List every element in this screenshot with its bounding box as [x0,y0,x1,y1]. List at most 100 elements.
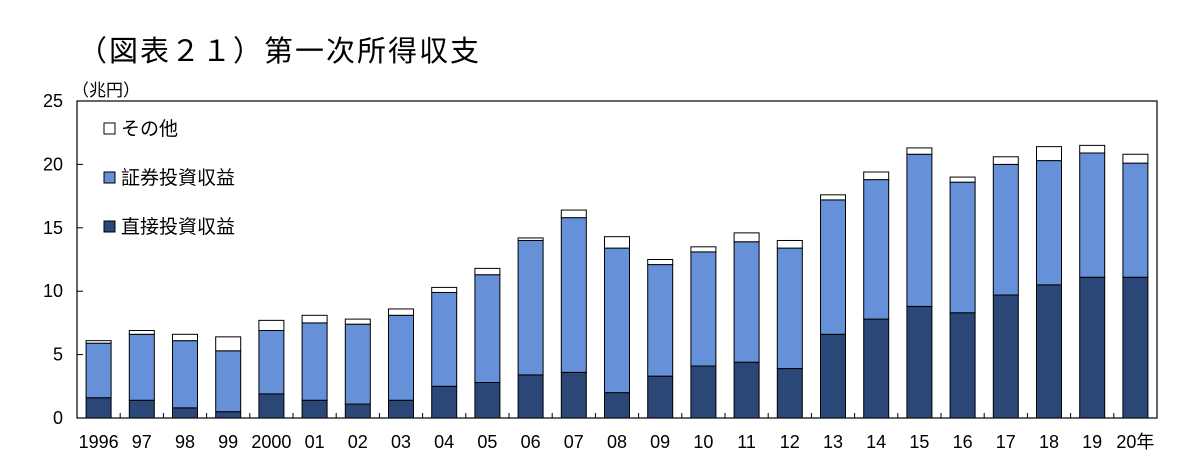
y-tick-label: 15 [43,218,63,238]
bar-segment-portfolio [258,330,285,395]
x-tick-label: 01 [305,432,325,452]
bar-segment-other [474,267,501,276]
bar-segment-portfolio [474,274,501,383]
legend-swatch [103,220,116,233]
bar-segment-other [301,314,328,324]
bar-segment-portfolio [1079,152,1106,278]
bar-segment-other [647,259,674,266]
x-tick-label: 11 [737,432,756,452]
bar-segment-direct [344,403,371,419]
bar-segment-other [517,237,544,241]
bar-segment-portfolio [431,291,458,387]
bar-segment-portfolio [560,217,587,373]
bar-segment-direct [474,381,501,419]
bar-segment-portfolio [733,241,760,363]
x-tick-label: 1996 [79,432,119,452]
x-tick-label: 17 [996,432,1016,452]
bar-segment-portfolio [604,247,630,394]
bar-segment-portfolio [344,323,371,405]
bar-segment-direct [949,312,976,419]
bar-segment-direct [604,392,630,419]
bar-segment-direct [1036,284,1062,419]
bar-segment-portfolio [992,163,1019,296]
bar-segment-portfolio [517,239,544,376]
bar-segment-other [128,330,155,335]
bar-segment-direct [258,393,285,419]
bar-segment-other [690,246,717,253]
x-tick-label: 18 [1039,432,1059,452]
x-tick-label: 2000 [251,432,291,452]
x-tick-label: 12 [780,432,800,452]
bar-segment-portfolio [301,322,328,401]
x-tick-label: 19 [1082,432,1102,452]
x-tick-label: 07 [564,432,584,452]
legend-swatch [103,171,116,184]
x-tick-label: 09 [650,432,670,452]
x-tick-label: 05 [477,432,497,452]
legend-label: 証券投資収益 [121,167,235,189]
bar-segment-direct [906,305,933,419]
bar-segment-portfolio [1036,160,1062,286]
bar-segment-direct [690,365,717,419]
bar-segment-direct [517,374,544,419]
bar-segment-other [388,308,414,316]
bar-segment-direct [992,294,1019,419]
legend-swatch [103,122,116,135]
legend-label: その他 [121,118,178,140]
bar-segment-portfolio [863,179,890,320]
x-tick-label: 16 [953,432,973,452]
bar-segment-portfolio [820,199,846,335]
bar-segment-other [431,286,458,293]
bar-segment-portfolio [906,153,933,307]
x-tick-label: 10 [693,432,713,452]
chart-title: （図表２１）第一次所得収支 [78,34,482,68]
bar-segment-direct [1122,276,1149,419]
bar-segment-portfolio [172,340,198,409]
y-tick-label: 10 [43,281,63,301]
bar-segment-direct [1079,276,1106,419]
bar-segment-direct [431,385,458,419]
bar-segment-other [776,239,803,249]
bar-segment-direct [820,333,846,419]
bar-segment-direct [863,318,890,419]
bar-segment-other [733,232,760,243]
x-tick-label: 04 [434,432,454,452]
bar-segment-other [344,318,371,325]
bar-segment-portfolio [776,247,803,370]
bar-segment-other [1122,153,1149,164]
y-unit-label: （兆円） [72,81,140,101]
bar-segment-direct [733,361,760,419]
x-tick-label: 02 [348,432,368,452]
legend-label: 直接投資収益 [121,216,235,238]
x-tick-label: 97 [132,432,152,452]
bar-segment-other [820,194,846,201]
x-tick-label: 06 [521,432,541,452]
bar-segment-other [604,236,630,249]
bar-segment-other [906,147,933,155]
x-tick-label: 98 [175,432,195,452]
y-tick-label: 0 [53,408,63,428]
bar-segment-portfolio [647,264,674,377]
bar-segment-other [560,209,587,219]
x-tick-label: 14 [866,432,886,452]
bar-segment-direct [776,368,803,419]
y-tick-label: 20 [43,154,63,174]
bar-segment-portfolio [949,181,976,314]
bar-segment-direct [85,397,112,419]
bar-segment-direct [301,399,328,419]
bar-segment-direct [388,399,414,419]
bar-segment-portfolio [85,342,112,399]
bar-segment-portfolio [215,350,242,413]
bar-segment-direct [560,371,587,419]
bar-segment-other [863,171,890,181]
x-tick-label: 03 [391,432,411,452]
bar-segment-direct [128,399,155,419]
bar-segment-other [172,333,198,342]
x-tick-label: 13 [823,432,843,452]
x-tick-label: 15 [909,432,929,452]
bar-segment-other [215,336,242,352]
bar-segment-other [258,319,285,332]
y-tick-label: 5 [53,345,63,365]
